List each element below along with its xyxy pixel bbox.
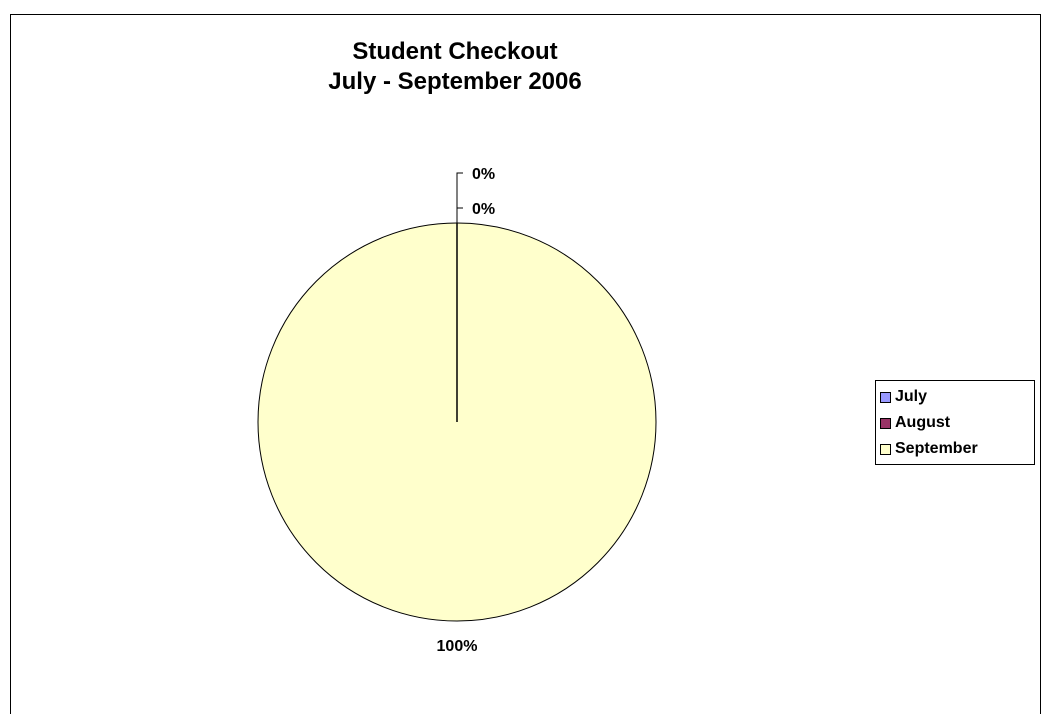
legend-item-july: July — [880, 384, 1034, 410]
legend-label-august: August — [895, 414, 951, 431]
chart-legend: July August September — [875, 380, 1035, 465]
chart-title-line-2: July - September 2006 — [328, 68, 582, 95]
legend-label-july: July — [895, 388, 928, 405]
data-label-september: 100% — [437, 638, 478, 655]
legend-swatch-september — [880, 443, 891, 455]
legend-item-august: August — [880, 410, 1034, 436]
chart-title: Student Checkout July - September 2006 — [0, 37, 910, 97]
legend-swatch-july — [880, 391, 891, 403]
legend-swatch-august — [880, 417, 891, 429]
legend-item-september: September — [880, 436, 1034, 462]
label-leader-line-july — [456, 172, 463, 223]
legend-label-september: September — [895, 440, 978, 457]
chart-title-line-1: Student Checkout — [352, 38, 558, 65]
data-label-july: 0% — [472, 166, 495, 183]
data-label-august: 0% — [472, 201, 495, 218]
